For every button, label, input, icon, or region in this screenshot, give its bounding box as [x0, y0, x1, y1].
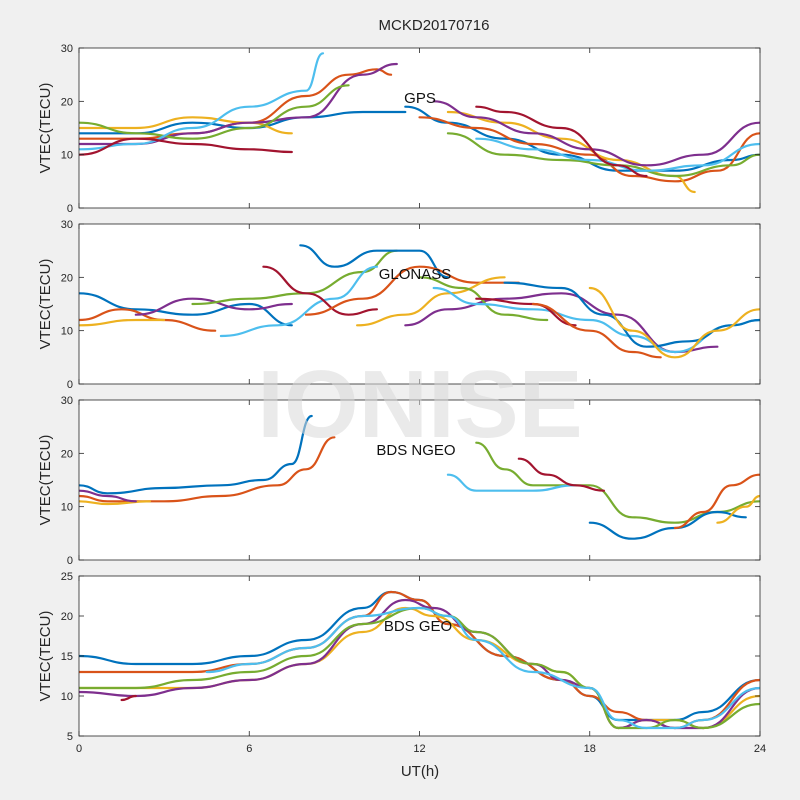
y-tick-label: 10 [61, 691, 73, 703]
y-tick-label: 0 [67, 555, 73, 567]
y-axis-label: VTEC(TECU) [37, 435, 54, 526]
y-axis-label: VTEC(TECU) [37, 611, 54, 702]
series-line-16 [531, 302, 662, 359]
y-tick-label: 20 [61, 611, 73, 623]
series-line-5 [79, 84, 350, 140]
subplot-annotation: BDS GEO [384, 618, 452, 635]
series-line-8 [299, 244, 449, 279]
y-tick-label: 30 [61, 395, 73, 407]
series-line-1 [79, 414, 313, 495]
x-tick-label: 12 [413, 743, 425, 755]
series-line-14 [475, 105, 648, 178]
y-tick-label: 25 [61, 571, 73, 583]
series-line-4 [79, 489, 137, 503]
series-line-11 [432, 100, 760, 167]
y-axis-label: VTEC(TECU) [37, 83, 54, 174]
subplots: 0 10 20 30 VTEC(TECU) GPS 0 10 20 30 VTEC(TECU) GLO… [37, 43, 766, 755]
y-tick-label: 30 [61, 219, 73, 231]
y-tick-label: 5 [67, 731, 73, 743]
subplot-glonass: 0 10 20 30 VTEC(TECU) GLONASS [37, 219, 761, 391]
subplot-annotation: GLONASS [379, 266, 452, 283]
series-line-6 [79, 52, 325, 151]
series-line-7 [517, 457, 605, 492]
y-axis-label: VTEC(TECU) [37, 259, 54, 350]
y-tick-label: 30 [61, 43, 73, 55]
plot-area [79, 400, 760, 560]
series-line-10 [716, 494, 760, 524]
watermark-text: IONISE [257, 351, 582, 458]
subplot-annotation: GPS [404, 90, 436, 107]
series-line-9 [673, 473, 760, 530]
series-line-7 [120, 694, 137, 702]
series-line-6 [219, 265, 378, 338]
y-tick-label: 20 [61, 448, 73, 460]
series-line-10 [356, 276, 506, 327]
x-axis-label: UT(h) [401, 763, 439, 780]
series-line-4 [134, 297, 293, 316]
y-tick-label: 15 [61, 651, 73, 663]
y-tick-label: 0 [67, 379, 73, 391]
series-line-3 [79, 318, 166, 327]
y-tick-label: 10 [61, 326, 73, 338]
subplot-bds-geo: 0 6 12 18 24 5 10 15 20 25 VTEC(TECU) BDS GEO [37, 571, 766, 755]
series-line-6 [446, 473, 577, 492]
y-tick-label: 10 [61, 150, 73, 162]
series-line-9 [304, 265, 520, 316]
x-tick-label: 6 [246, 743, 252, 755]
y-tick-label: 20 [61, 272, 73, 284]
series-line-12 [418, 276, 549, 322]
x-tick-label: 0 [76, 743, 82, 755]
series-group [79, 244, 760, 359]
y-tick-label: 0 [67, 203, 73, 215]
x-tick-label: 18 [584, 743, 596, 755]
plot-area [79, 576, 760, 736]
series-line-6 [205, 606, 760, 730]
x-tick-label: 24 [754, 743, 766, 755]
series-line-7 [79, 137, 293, 156]
y-tick-label: 10 [61, 502, 73, 514]
series-line-3 [79, 116, 293, 135]
subplot-gps: 0 10 20 30 VTEC(TECU) GPS [37, 43, 761, 215]
subplot-annotation: BDS NGEO [376, 442, 455, 459]
series-group [79, 590, 760, 730]
chart-title: MCKD20170716 [379, 17, 490, 34]
series-line-7 [262, 265, 378, 316]
series-line-2 [79, 436, 336, 503]
series-group [79, 414, 760, 540]
y-tick-label: 20 [61, 96, 73, 108]
series-group [79, 52, 760, 194]
subplot-bds-ngeo: 0 10 20 30 VTEC(TECU) BDS NGEO [37, 395, 761, 567]
series-line-17 [588, 286, 760, 359]
